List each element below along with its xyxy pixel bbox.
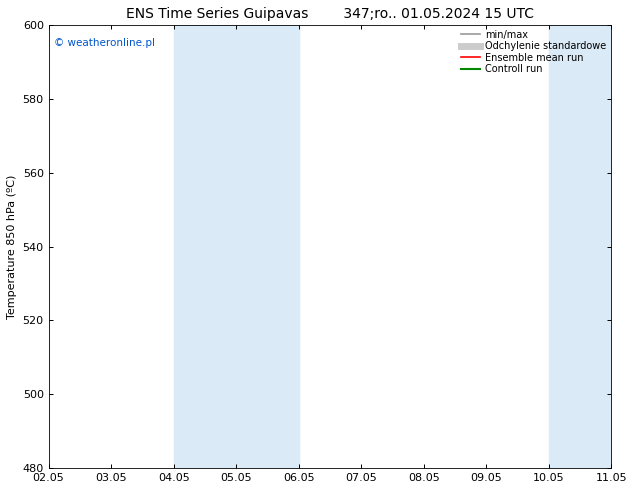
Title: ENS Time Series Guipavas        347;ro.. 01.05.2024 15 UTC: ENS Time Series Guipavas 347;ro.. 01.05.… [126,7,534,21]
Legend: min/max, Odchylenie standardowe, Ensemble mean run, Controll run: min/max, Odchylenie standardowe, Ensembl… [461,30,606,74]
Bar [174,25,299,468]
Bar [549,25,611,468]
Y-axis label: Temperature 850 hPa (ºC): Temperature 850 hPa (ºC) [7,174,17,318]
Text: © weatheronline.pl: © weatheronline.pl [55,38,155,48]
